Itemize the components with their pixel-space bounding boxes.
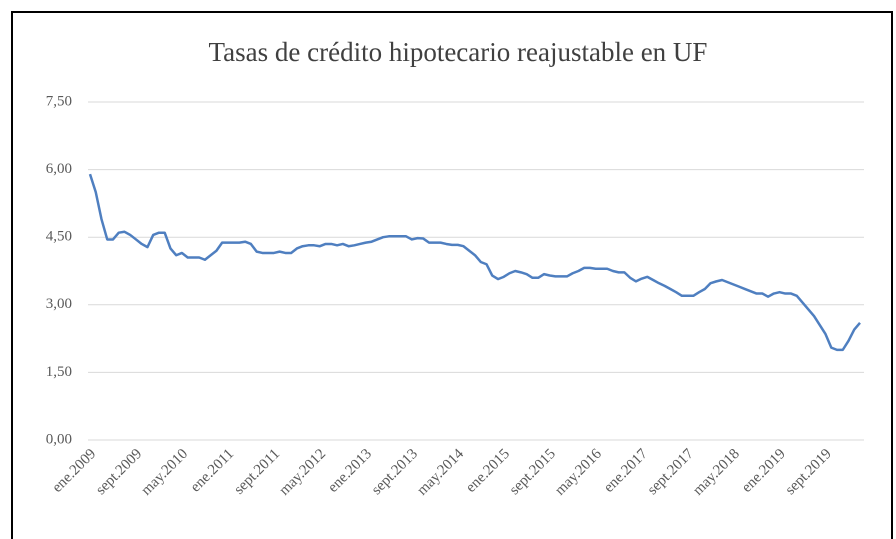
data-line: [88, 173, 861, 352]
y-tick-label: 1,50: [46, 364, 72, 380]
chart-frame: [11, 11, 893, 539]
y-tick-label: 7,50: [46, 93, 72, 109]
y-tick-label: 3,00: [46, 296, 72, 312]
y-tick-label: 6,00: [46, 161, 72, 177]
chart-title: Tasas de crédito hipotecario reajustable…: [209, 37, 708, 67]
y-tick-label: 0,00: [46, 431, 72, 447]
y-tick-label: 4,50: [46, 229, 72, 245]
